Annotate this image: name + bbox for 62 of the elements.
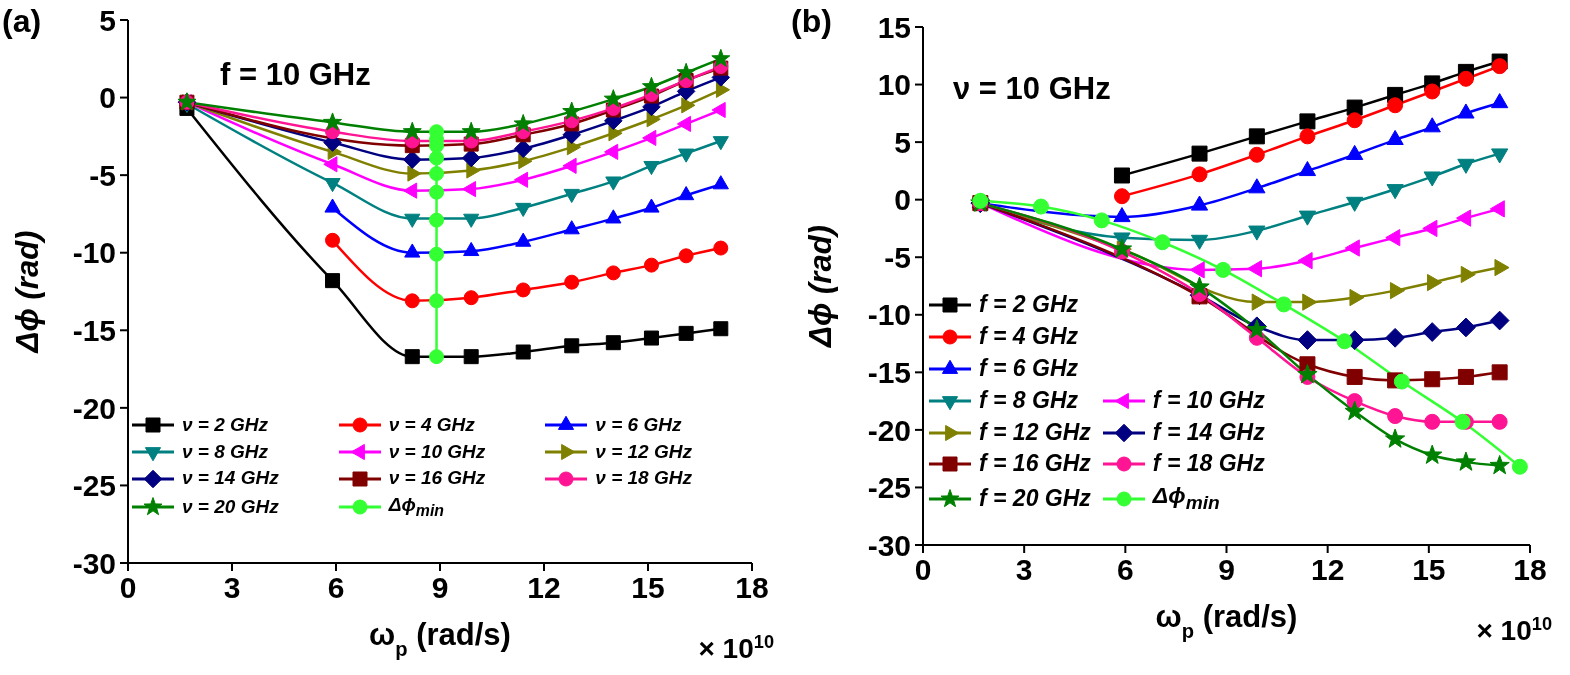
legend-label: f = 4 GHz (979, 322, 1079, 349)
x-tick-label: 15 (1412, 553, 1446, 587)
x-tick-label: 12 (1310, 553, 1345, 587)
text: × 10$^{10}$ (1476, 614, 1552, 646)
x-tick-label: 15 (631, 571, 665, 605)
legend-label: Δϕ$_{min}$ (1152, 482, 1220, 513)
legend-label: ν = 8 GHz (182, 440, 269, 462)
x-tick-label: 12 (527, 571, 561, 605)
legend-label: ν = 12 GHz (595, 440, 692, 462)
legend-label: f = 16 GHz (979, 450, 1091, 477)
y-axis-title: Δϕ (rad) (10, 230, 45, 354)
legend-label: f = 14 GHz (1152, 418, 1265, 445)
legend-label: ν = 16 GHz (388, 467, 486, 489)
legend-label: ν = 6 GHz (595, 414, 682, 435)
y-tick-label: 5 (894, 125, 911, 159)
legend-label: f = 2 GHz (979, 291, 1079, 317)
y-axis-title: Δϕ (rad) (803, 225, 838, 348)
y-tick-label: -10 (72, 236, 116, 270)
chart-title: (b) (791, 3, 832, 39)
x-tick-label: 3 (1015, 553, 1033, 587)
y-tick-label: -15 (867, 355, 911, 389)
y-tick-label: -5 (884, 240, 911, 274)
y-tick-label: 0 (99, 81, 116, 115)
y-tick-label: -30 (867, 528, 911, 562)
x-axis-title: ω$_{p}$ (rad/s) (1155, 599, 1298, 642)
legend-label: ν = 2 GHz (182, 414, 269, 435)
chart-title: (a) (2, 3, 42, 39)
y-tick-label: -15 (72, 313, 116, 347)
text: × 10$^{10}$ (698, 632, 774, 664)
y-tick-label: -25 (867, 471, 911, 505)
x-tick-label: 9 (1218, 553, 1235, 587)
x-tick-label: 18 (735, 571, 769, 605)
x-tick-label: 6 (327, 571, 345, 605)
y-tick-label: 0 (894, 183, 911, 217)
y-tick-label: 10 (877, 68, 911, 102)
y-tick-label: 15 (877, 10, 911, 44)
legend-label: f = 12 GHz (979, 418, 1091, 445)
legend-label: ν = 14 GHz (182, 467, 279, 489)
legend-label: f = 20 GHz (979, 484, 1091, 511)
legend-label: ν = 4 GHz (388, 414, 475, 435)
x-tick-label: 3 (223, 571, 241, 605)
x-axis-title: ω$_{p}$ (rad/s) (369, 617, 511, 660)
legend-label: ν = 10 GHz (388, 440, 486, 462)
legend-label: f = 8 GHz (979, 386, 1079, 413)
x-tick-label: 6 (1116, 553, 1134, 587)
legend-label: Δϕ$_{min}$ (388, 494, 444, 519)
legend-label: f = 6 GHz (979, 354, 1079, 381)
y-tick-label: -10 (867, 298, 911, 332)
y-tick-label: -30 (72, 546, 116, 580)
y-tick-label: -20 (867, 413, 911, 447)
annotation: ν = 10 GHz (953, 71, 1111, 106)
y-tick-label: 5 (99, 3, 116, 37)
legend-label: f = 10 GHz (1152, 386, 1265, 413)
y-tick-label: -5 (89, 158, 116, 192)
y-tick-label: -20 (72, 391, 116, 425)
legend-label: f = 18 GHz (1152, 450, 1265, 477)
legend-label: ν = 20 GHz (182, 495, 279, 517)
annotation: f = 10 GHz (220, 57, 371, 92)
y-tick-label: -25 (72, 469, 116, 503)
x-tick-label: 18 (1513, 553, 1547, 587)
x-tick-label: 9 (431, 571, 449, 605)
legend-label: ν = 18 GHz (595, 467, 692, 489)
